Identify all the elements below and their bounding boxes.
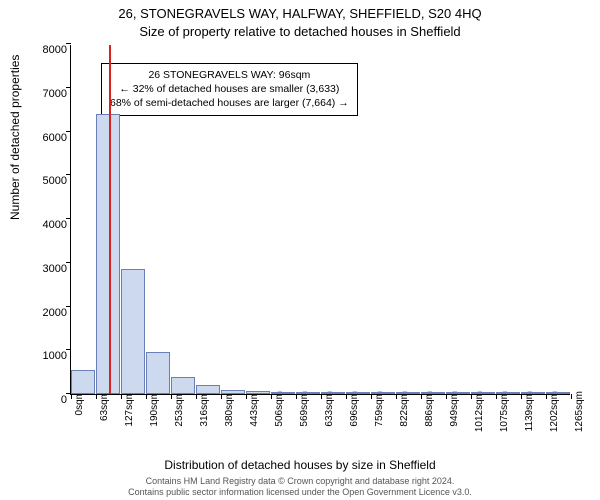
property-marker-line — [109, 45, 111, 394]
x-tick-label: 633sqm — [324, 391, 335, 427]
x-tick-mark — [321, 394, 322, 399]
histogram-bar — [121, 269, 145, 394]
x-axis-label: Distribution of detached houses by size … — [0, 458, 600, 472]
histogram-bar — [171, 377, 195, 395]
y-tick-label: 5000 — [29, 175, 67, 187]
x-tick-mark — [371, 394, 372, 399]
x-tick-mark — [346, 394, 347, 399]
x-tick-mark — [171, 394, 172, 399]
x-tick-label: 316sqm — [199, 391, 210, 427]
x-tick-label: 1075sqm — [499, 391, 510, 432]
y-tick-mark — [66, 43, 71, 44]
histogram-bar — [246, 391, 270, 394]
x-tick-mark — [146, 394, 147, 399]
annotation-line-1: 26 STONEGRAVELS WAY: 96sqm — [110, 68, 349, 82]
x-tick-label: 949sqm — [449, 391, 460, 427]
histogram-bar — [521, 392, 545, 394]
x-tick-mark — [196, 394, 197, 399]
x-tick-mark — [421, 394, 422, 399]
y-axis-label: Number of detached properties — [8, 55, 22, 220]
x-tick-mark — [296, 394, 297, 399]
annotation-line-2: ← 32% of detached houses are smaller (3,… — [110, 82, 349, 96]
histogram-bar — [446, 392, 470, 394]
histogram-bar — [221, 390, 245, 394]
y-tick-mark — [66, 306, 71, 307]
histogram-bar — [196, 385, 220, 394]
x-tick-mark — [471, 394, 472, 399]
x-tick-mark — [71, 394, 72, 399]
histogram-bar — [546, 392, 570, 394]
histogram-bar — [321, 392, 345, 394]
x-tick-label: 569sqm — [299, 391, 310, 427]
histogram-bar — [296, 392, 320, 394]
histogram-bar — [371, 392, 395, 394]
y-tick-label: 2000 — [29, 307, 67, 319]
histogram-bar — [421, 392, 445, 394]
x-tick-label: 1139sqm — [524, 391, 535, 431]
histogram-bar — [471, 392, 495, 394]
x-tick-label: 1202sqm — [549, 391, 560, 432]
y-tick-mark — [66, 87, 71, 88]
histogram-bar — [346, 392, 370, 394]
y-tick-label: 3000 — [29, 263, 67, 275]
x-tick-label: 127sqm — [124, 391, 135, 427]
x-tick-mark — [571, 394, 572, 399]
x-tick-mark — [396, 394, 397, 399]
x-tick-label: 759sqm — [374, 391, 385, 427]
plot-area: 26 STONEGRAVELS WAY: 96sqm ← 32% of deta… — [70, 45, 570, 395]
x-tick-label: 443sqm — [249, 391, 260, 427]
y-tick-mark — [66, 349, 71, 350]
y-tick-mark — [66, 131, 71, 132]
x-tick-label: 253sqm — [174, 391, 185, 427]
y-tick-label: 1000 — [29, 350, 67, 362]
histogram-bar — [146, 352, 170, 394]
y-tick-mark — [66, 218, 71, 219]
y-tick-mark — [66, 174, 71, 175]
x-tick-label: 63sqm — [99, 391, 110, 421]
x-tick-label: 886sqm — [424, 391, 435, 427]
x-tick-label: 380sqm — [224, 391, 235, 427]
footnote-line-2: Contains public sector information licen… — [0, 487, 600, 498]
x-tick-mark — [121, 394, 122, 399]
y-tick-mark — [66, 262, 71, 263]
x-tick-mark — [221, 394, 222, 399]
histogram-bar — [71, 370, 95, 395]
x-tick-mark — [96, 394, 97, 399]
chart-container: 26, STONEGRAVELS WAY, HALFWAY, SHEFFIELD… — [0, 0, 600, 500]
x-tick-label: 190sqm — [149, 391, 160, 427]
footnote-line-1: Contains HM Land Registry data © Crown c… — [0, 476, 600, 487]
x-tick-label: 822sqm — [399, 391, 410, 427]
chart-subtitle: Size of property relative to detached ho… — [0, 24, 600, 39]
x-tick-mark — [521, 394, 522, 399]
x-tick-mark — [246, 394, 247, 399]
x-tick-mark — [546, 394, 547, 399]
x-tick-label: 696sqm — [349, 391, 360, 427]
x-tick-mark — [271, 394, 272, 399]
y-tick-label: 8000 — [29, 44, 67, 56]
histogram-bar — [96, 114, 120, 394]
footnote: Contains HM Land Registry data © Crown c… — [0, 476, 600, 498]
x-tick-label: 0sqm — [74, 391, 85, 415]
x-tick-label: 1012sqm — [474, 391, 485, 432]
x-tick-label: 506sqm — [274, 391, 285, 427]
annotation-line-3: 68% of semi-detached houses are larger (… — [110, 96, 349, 110]
histogram-bar — [396, 392, 420, 394]
chart-title-address: 26, STONEGRAVELS WAY, HALFWAY, SHEFFIELD… — [0, 6, 600, 21]
x-tick-mark — [446, 394, 447, 399]
x-tick-label: 1265sqm — [574, 391, 585, 432]
histogram-bar — [496, 392, 520, 394]
histogram-bar — [271, 392, 295, 394]
y-tick-label: 0 — [29, 394, 67, 406]
y-tick-label: 4000 — [29, 219, 67, 231]
y-tick-label: 6000 — [29, 132, 67, 144]
y-tick-label: 7000 — [29, 88, 67, 100]
x-tick-mark — [496, 394, 497, 399]
annotation-box: 26 STONEGRAVELS WAY: 96sqm ← 32% of deta… — [101, 63, 358, 116]
